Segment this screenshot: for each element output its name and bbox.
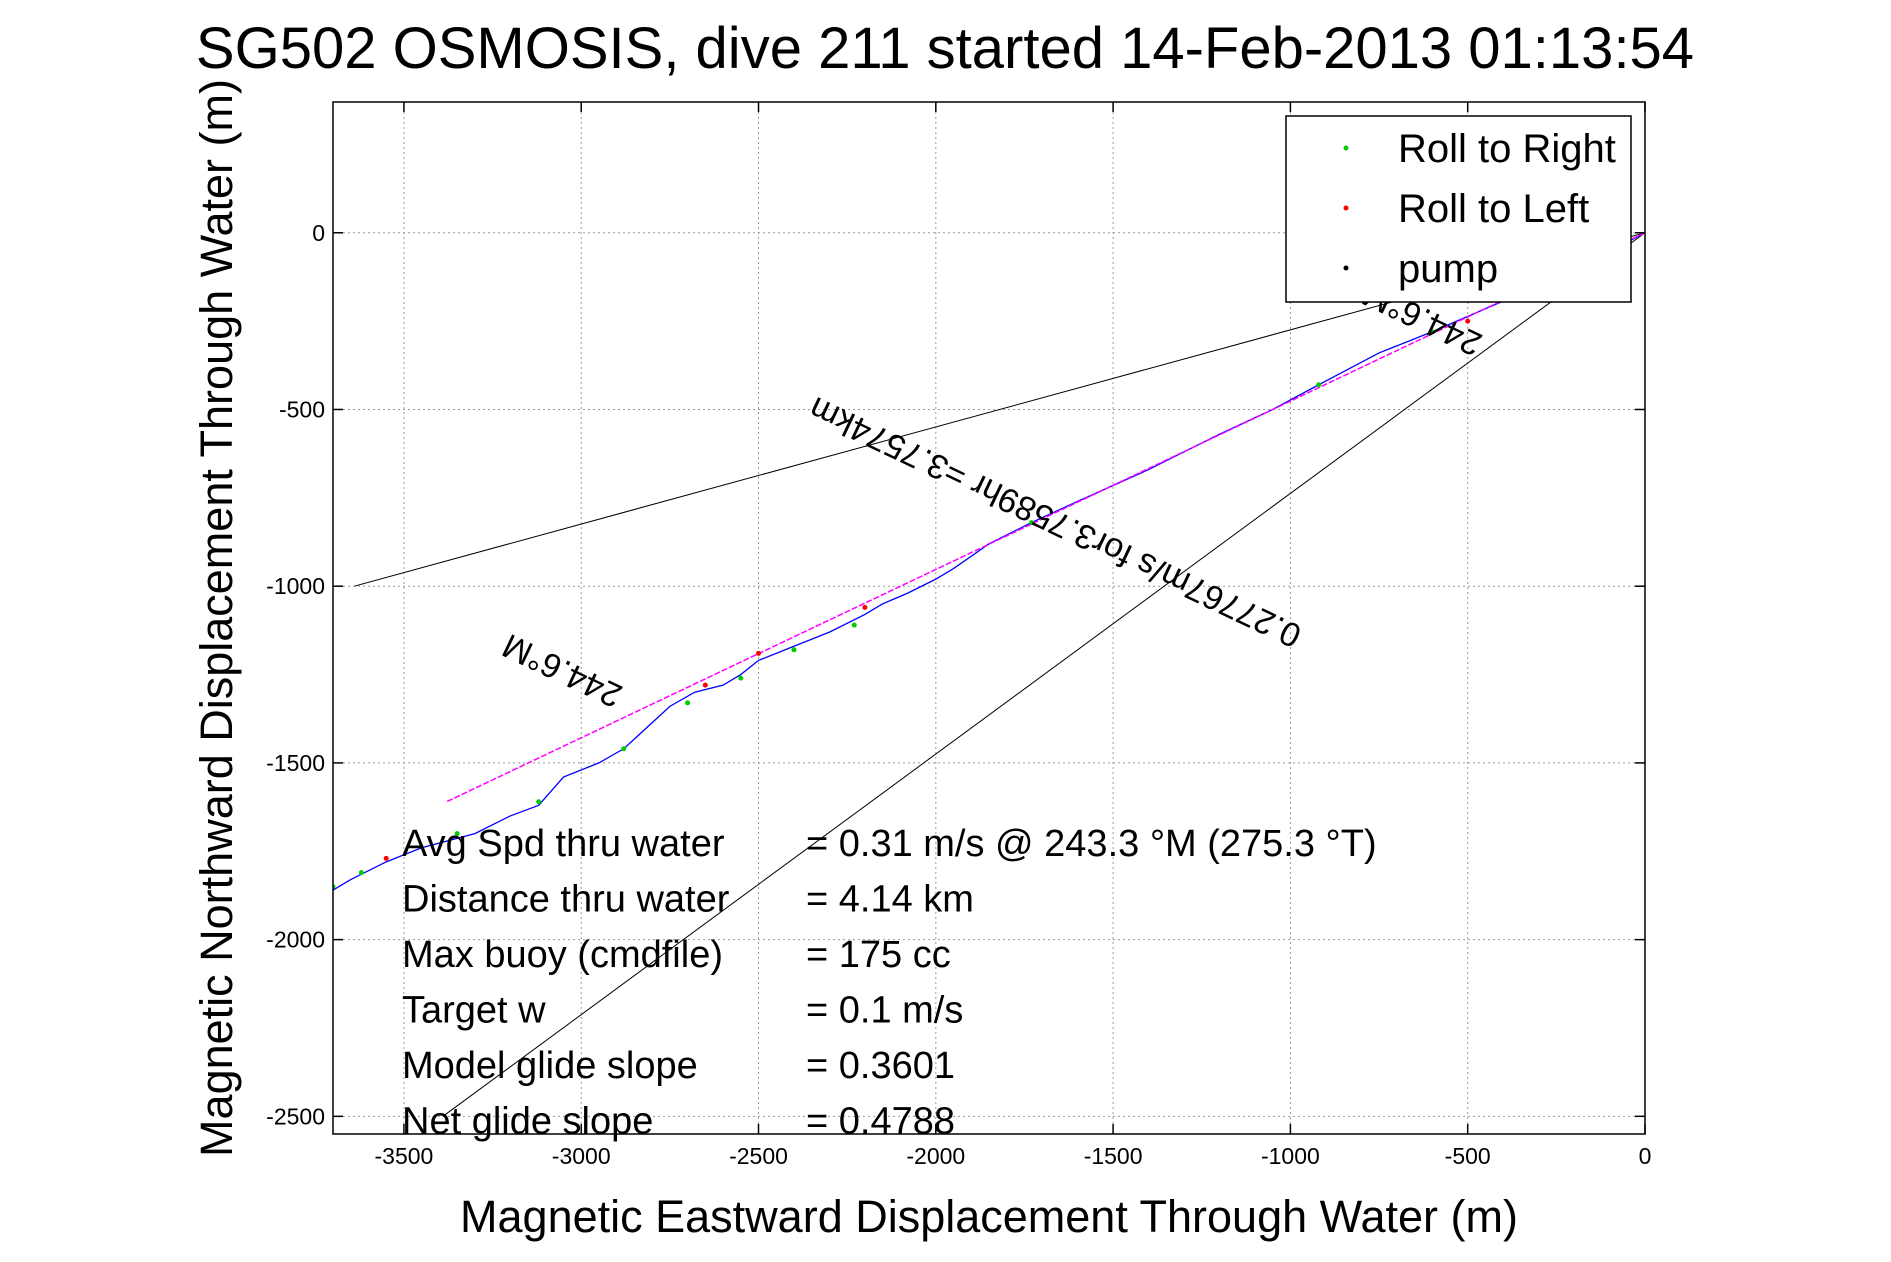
y-axis-label: Magnetic Northward Displacement Through … <box>191 79 242 1157</box>
roll-right-point <box>851 622 857 628</box>
roll-left-point <box>1465 318 1471 324</box>
legend-marker <box>1343 205 1349 211</box>
y-tick-label: -1000 <box>266 573 325 599</box>
axis-ticks: -3500 -3000 -2500 -2000 -1500 -1000 -500 0 0 -500… <box>266 102 1651 1169</box>
stat-value: = 0.31 m/s @ 243.3 °M (275.3 °T) <box>806 823 1377 865</box>
y-tick-label: -1500 <box>266 750 325 776</box>
roll-right-point <box>1429 329 1435 335</box>
x-tick-label: -1000 <box>1261 1143 1320 1169</box>
stat-label: Max buoy (cmdfile) <box>402 934 723 976</box>
stats-block: Avg Spd thru water = 0.31 m/s @ 243.3 °M … <box>402 823 1377 1143</box>
legend-label: Roll to Left <box>1398 187 1589 231</box>
stat-value: = 0.1 m/s <box>806 990 963 1032</box>
legend-label: Roll to Right <box>1398 127 1616 171</box>
stat-value: = 0.3601 <box>806 1045 955 1087</box>
track-line <box>333 232 1645 891</box>
roll-left-point <box>862 604 868 610</box>
x-tick-label: -2500 <box>729 1143 788 1169</box>
x-tick-label: -3000 <box>552 1143 611 1169</box>
y-tick-label: -2000 <box>266 927 325 953</box>
stat-label: Avg Spd thru water <box>402 823 725 865</box>
series-group <box>333 232 1645 891</box>
roll-left-point <box>702 682 708 688</box>
legend-marker <box>1343 265 1349 271</box>
roll-right-point <box>685 700 691 706</box>
legend: Roll to Right Roll to Left pump <box>1285 115 1632 303</box>
wedge-line <box>442 232 1645 1117</box>
x-tick-label: -2000 <box>906 1143 965 1169</box>
stat-label: Distance thru water <box>402 879 730 921</box>
y-tick-label: -500 <box>279 396 325 422</box>
chart-title: SG502 OSMOSIS, dive 211 started 14-Feb-2… <box>196 16 1694 81</box>
legend-box <box>1285 115 1632 303</box>
grid <box>333 102 1645 1134</box>
stat-label: Net glide slope <box>402 1101 653 1143</box>
heading-line <box>446 232 1645 803</box>
roll-left-point <box>756 650 762 656</box>
roll-right-point <box>454 831 460 837</box>
x-tick-label: -3500 <box>375 1143 434 1169</box>
roll-right-point <box>1316 382 1322 388</box>
x-tick-label: -1500 <box>1084 1143 1143 1169</box>
stat-value: = 4.14 km <box>806 879 974 921</box>
stat-value: = 0.4788 <box>806 1101 955 1143</box>
x-axis-label: Magnetic Eastward Displacement Through W… <box>460 1191 1518 1242</box>
legend-marker <box>1343 145 1349 151</box>
legend-label: pump <box>1398 247 1498 291</box>
roll-left-point <box>383 855 389 861</box>
roll-right-point <box>536 799 542 805</box>
roll-right-point <box>358 869 364 875</box>
stat-value: = 175 cc <box>806 934 951 976</box>
x-tick-label: -500 <box>1445 1143 1491 1169</box>
roll-right-point <box>621 746 627 752</box>
y-tick-label: -2500 <box>266 1103 325 1129</box>
plot-frame <box>332 101 1646 1135</box>
x-tick-label: 0 <box>1639 1143 1652 1169</box>
roll-right-point <box>738 675 744 681</box>
roll-right-point <box>1029 520 1035 526</box>
stat-label: Target w <box>402 990 546 1032</box>
y-tick-label: 0 <box>312 220 325 246</box>
stat-label: Model glide slope <box>402 1045 698 1087</box>
roll-right-point <box>791 647 797 653</box>
